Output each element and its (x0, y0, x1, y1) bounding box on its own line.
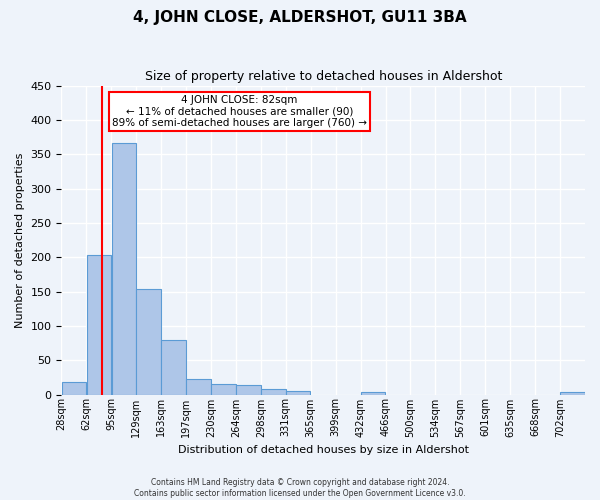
Bar (161, 340, 186, 394)
Title: Size of property relative to detached houses in Aldershot: Size of property relative to detached ho… (145, 70, 502, 83)
Bar (211, 384, 236, 394)
Bar (86, 255, 111, 394)
Bar (261, 389, 286, 394)
Bar (62, 382, 86, 394)
Bar (112, 142, 136, 394)
Y-axis label: Number of detached properties: Number of detached properties (15, 152, 25, 328)
Text: 4 JOHN CLOSE: 82sqm
← 11% of detached houses are smaller (90)
89% of semi-detach: 4 JOHN CLOSE: 82sqm ← 11% of detached ho… (112, 95, 367, 128)
Text: Contains HM Land Registry data © Crown copyright and database right 2024.
Contai: Contains HM Land Registry data © Crown c… (134, 478, 466, 498)
X-axis label: Distribution of detached houses by size in Aldershot: Distribution of detached houses by size … (178, 445, 469, 455)
Bar (136, 290, 161, 395)
Bar (286, 391, 310, 394)
Bar (560, 392, 585, 394)
Bar (236, 385, 260, 394)
Bar (187, 378, 211, 394)
Text: 4, JOHN CLOSE, ALDERSHOT, GU11 3BA: 4, JOHN CLOSE, ALDERSHOT, GU11 3BA (133, 10, 467, 25)
Bar (361, 392, 385, 394)
